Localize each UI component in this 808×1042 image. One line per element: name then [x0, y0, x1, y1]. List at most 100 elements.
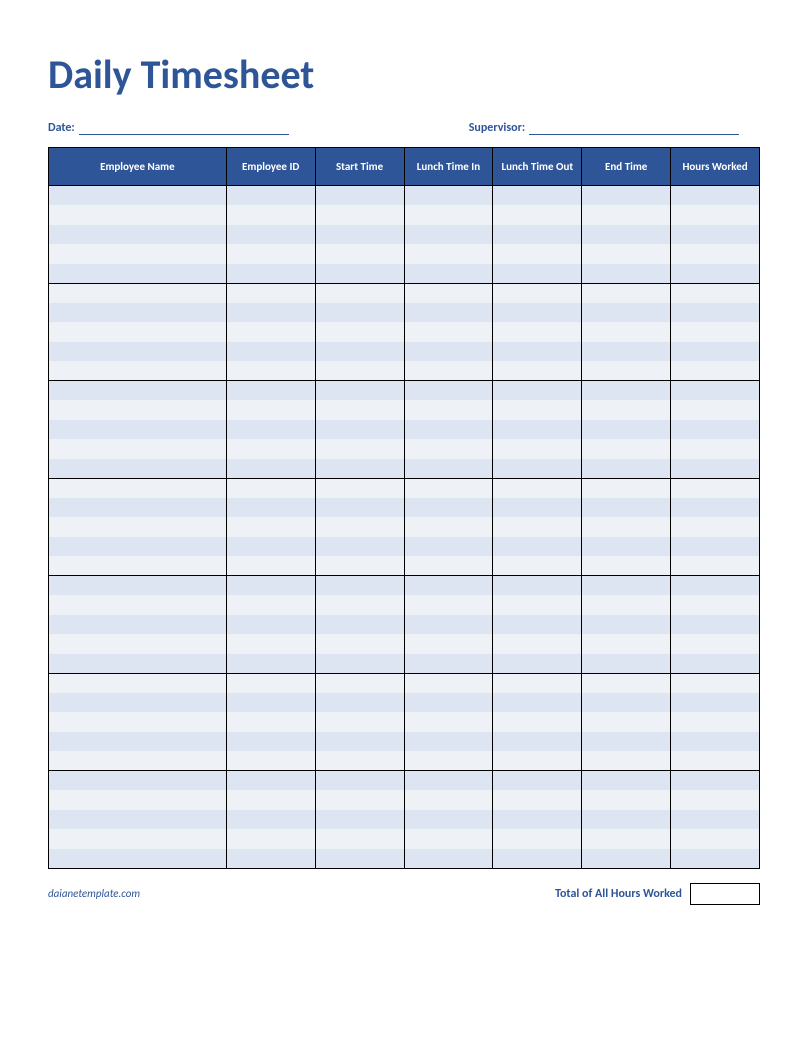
- table-cell[interactable]: [671, 790, 760, 810]
- table-cell[interactable]: [226, 693, 315, 713]
- table-cell[interactable]: [493, 381, 582, 401]
- table-cell[interactable]: [582, 439, 671, 459]
- table-cell[interactable]: [49, 673, 227, 693]
- table-cell[interactable]: [671, 400, 760, 420]
- table-cell[interactable]: [404, 712, 493, 732]
- table-cell[interactable]: [671, 283, 760, 303]
- table-cell[interactable]: [226, 420, 315, 440]
- table-cell[interactable]: [226, 264, 315, 284]
- table-cell[interactable]: [226, 595, 315, 615]
- table-cell[interactable]: [404, 829, 493, 849]
- table-cell[interactable]: [404, 498, 493, 518]
- table-cell[interactable]: [49, 283, 227, 303]
- table-cell[interactable]: [315, 459, 404, 479]
- table-cell[interactable]: [49, 771, 227, 791]
- table-cell[interactable]: [404, 225, 493, 245]
- table-cell[interactable]: [493, 771, 582, 791]
- table-cell[interactable]: [315, 283, 404, 303]
- table-cell[interactable]: [404, 751, 493, 771]
- table-cell[interactable]: [226, 342, 315, 362]
- table-cell[interactable]: [582, 849, 671, 869]
- table-cell[interactable]: [493, 186, 582, 206]
- table-cell[interactable]: [582, 654, 671, 674]
- table-cell[interactable]: [49, 654, 227, 674]
- table-cell[interactable]: [582, 634, 671, 654]
- table-cell[interactable]: [582, 342, 671, 362]
- table-cell[interactable]: [582, 829, 671, 849]
- table-cell[interactable]: [671, 303, 760, 323]
- table-cell[interactable]: [49, 810, 227, 830]
- table-cell[interactable]: [404, 283, 493, 303]
- table-cell[interactable]: [493, 615, 582, 635]
- table-cell[interactable]: [493, 537, 582, 557]
- table-cell[interactable]: [226, 439, 315, 459]
- table-cell[interactable]: [226, 244, 315, 264]
- table-cell[interactable]: [493, 205, 582, 225]
- table-cell[interactable]: [671, 478, 760, 498]
- table-cell[interactable]: [315, 732, 404, 752]
- table-cell[interactable]: [49, 634, 227, 654]
- table-cell[interactable]: [226, 381, 315, 401]
- table-cell[interactable]: [404, 615, 493, 635]
- table-cell[interactable]: [582, 225, 671, 245]
- table-cell[interactable]: [315, 420, 404, 440]
- table-cell[interactable]: [493, 829, 582, 849]
- table-cell[interactable]: [226, 478, 315, 498]
- table-cell[interactable]: [49, 537, 227, 557]
- table-cell[interactable]: [226, 517, 315, 537]
- table-cell[interactable]: [49, 264, 227, 284]
- table-cell[interactable]: [315, 342, 404, 362]
- table-cell[interactable]: [582, 595, 671, 615]
- table-cell[interactable]: [226, 303, 315, 323]
- table-cell[interactable]: [404, 654, 493, 674]
- table-cell[interactable]: [49, 361, 227, 381]
- table-cell[interactable]: [49, 303, 227, 323]
- table-cell[interactable]: [671, 361, 760, 381]
- table-cell[interactable]: [404, 693, 493, 713]
- table-cell[interactable]: [49, 420, 227, 440]
- table-cell[interactable]: [493, 420, 582, 440]
- table-cell[interactable]: [493, 439, 582, 459]
- table-cell[interactable]: [671, 244, 760, 264]
- total-hours-box[interactable]: [690, 883, 760, 905]
- table-cell[interactable]: [404, 673, 493, 693]
- table-cell[interactable]: [493, 478, 582, 498]
- table-cell[interactable]: [315, 264, 404, 284]
- table-cell[interactable]: [493, 498, 582, 518]
- table-cell[interactable]: [404, 303, 493, 323]
- table-cell[interactable]: [671, 537, 760, 557]
- table-cell[interactable]: [226, 615, 315, 635]
- table-cell[interactable]: [226, 849, 315, 869]
- table-cell[interactable]: [404, 244, 493, 264]
- table-cell[interactable]: [404, 849, 493, 869]
- table-cell[interactable]: [315, 225, 404, 245]
- table-cell[interactable]: [671, 576, 760, 596]
- table-cell[interactable]: [315, 400, 404, 420]
- table-cell[interactable]: [493, 751, 582, 771]
- table-cell[interactable]: [493, 400, 582, 420]
- table-cell[interactable]: [226, 283, 315, 303]
- table-cell[interactable]: [493, 517, 582, 537]
- table-cell[interactable]: [404, 790, 493, 810]
- table-cell[interactable]: [671, 264, 760, 284]
- supervisor-input-line[interactable]: [529, 121, 739, 135]
- table-cell[interactable]: [315, 322, 404, 342]
- table-cell[interactable]: [315, 810, 404, 830]
- table-cell[interactable]: [582, 556, 671, 576]
- table-cell[interactable]: [226, 322, 315, 342]
- table-cell[interactable]: [582, 303, 671, 323]
- table-cell[interactable]: [671, 693, 760, 713]
- table-cell[interactable]: [315, 205, 404, 225]
- table-cell[interactable]: [671, 829, 760, 849]
- table-cell[interactable]: [582, 751, 671, 771]
- table-cell[interactable]: [582, 244, 671, 264]
- table-cell[interactable]: [315, 303, 404, 323]
- table-cell[interactable]: [493, 342, 582, 362]
- table-cell[interactable]: [226, 732, 315, 752]
- table-cell[interactable]: [226, 556, 315, 576]
- table-cell[interactable]: [315, 498, 404, 518]
- table-cell[interactable]: [582, 264, 671, 284]
- table-cell[interactable]: [226, 361, 315, 381]
- table-cell[interactable]: [582, 400, 671, 420]
- table-cell[interactable]: [49, 712, 227, 732]
